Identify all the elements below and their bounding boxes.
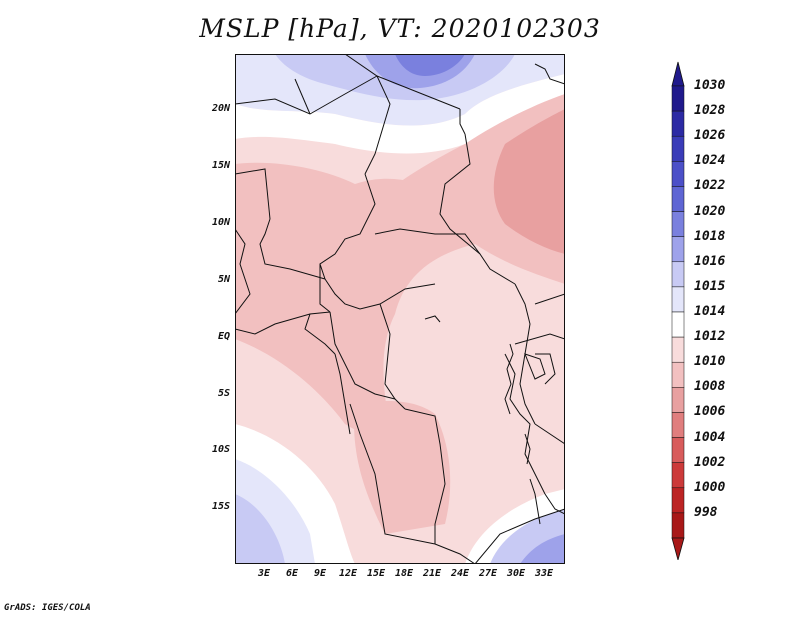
colorbar-label-1015: 1015	[694, 278, 726, 294]
colorbar-label-1012: 1012	[694, 329, 726, 345]
lon-label-30e: 30E	[506, 568, 526, 579]
lon-label-6e: 6E	[285, 568, 299, 579]
colorbar-label-1000: 1000	[694, 479, 726, 495]
colorbar-swatch-1018	[671, 236, 685, 263]
lon-label-33e: 33E	[534, 568, 554, 579]
southeast-high-core	[520, 534, 565, 564]
colorbar-swatch-1028	[671, 110, 685, 137]
colorbar-swatch-1015	[671, 286, 685, 313]
east-low-core	[493, 109, 565, 254]
lat-label-5n: 5N	[217, 274, 230, 285]
colorbar-swatch-1020	[671, 211, 685, 237]
colorbar-label-1020: 1020	[694, 203, 726, 219]
colorbar-swatch-1004	[671, 437, 685, 463]
lon-label-27e: 27E	[478, 568, 498, 579]
lon-label-9e: 9E	[313, 568, 327, 579]
colorbar-label-1018: 1018	[694, 228, 726, 244]
colorbar-label-1024: 1024	[694, 153, 726, 169]
colorbar-label-998: 998	[694, 504, 718, 520]
colorbar-label-1014: 1014	[694, 304, 726, 319]
colorbar-label-1008: 1008	[694, 379, 726, 395]
colorbar-label-1030: 1030	[694, 78, 726, 93]
colorbar-bottom-arrow	[671, 537, 685, 560]
colorbar-swatch-1002	[671, 462, 685, 489]
colorbar-swatch-1010	[671, 361, 685, 388]
lakes	[424, 315, 546, 525]
colorbar-swatch-1012	[671, 336, 685, 363]
colorbar-label-1010: 1010	[694, 354, 726, 370]
lon-label-18e: 18E	[394, 568, 414, 579]
east-light-patch	[435, 281, 565, 384]
colorbar-label-1028: 1028	[694, 103, 726, 119]
lon-label-12e: 12E	[338, 568, 358, 579]
colorbar-swatch-1006	[671, 412, 685, 438]
lat-label-15s: 15S	[211, 501, 230, 512]
lat-label-5s: 5S	[217, 388, 230, 399]
colorbar-swatch-1008	[671, 387, 685, 413]
colorbar-top-arrow	[671, 61, 685, 87]
colorbar-swatch-1024	[671, 161, 685, 187]
colorbar-label-1004: 1004	[694, 429, 726, 445]
colorbar	[671, 61, 685, 560]
colorbar-label-1002: 1002	[694, 454, 726, 470]
colorbar-label-1006: 1006	[694, 404, 726, 420]
lat-label-eq: EQ	[217, 331, 230, 342]
map-title: MSLP [hPa], VT: 2020102303	[199, 14, 601, 43]
colorbar-swatch-1030	[671, 85, 685, 112]
coastline	[235, 63, 565, 435]
north-white-band	[235, 74, 565, 154]
lat-label-10n: 10N	[211, 217, 230, 228]
colorbar-label-1022: 1022	[694, 178, 726, 194]
lon-label-15e: 15E	[366, 568, 386, 579]
credit-text: GrADS: IGES/COLA	[4, 603, 91, 613]
colorbar-swatch-1014	[671, 311, 685, 338]
south-interior-region	[354, 401, 451, 534]
map-frame	[235, 54, 565, 564]
country-borders	[235, 54, 565, 564]
lat-label-10s: 10S	[211, 444, 230, 455]
colorbar-swatch-1026	[671, 135, 685, 162]
lon-label-24e: 24E	[450, 568, 470, 579]
colorbar-swatch-1022	[671, 186, 685, 212]
lon-label-21e: 21E	[422, 568, 442, 579]
colorbar-swatch-998	[671, 512, 685, 539]
southwest-high-core	[235, 494, 285, 564]
lon-label-3e: 3E	[257, 568, 271, 579]
colorbar-swatch-1000	[671, 487, 685, 514]
lat-label-20n: 20N	[211, 103, 230, 114]
mslp-map	[235, 54, 565, 564]
colorbar-label-1016: 1016	[694, 253, 726, 269]
colorbar-label-1026: 1026	[694, 128, 726, 144]
north-high-peak	[395, 54, 465, 76]
colorbar-swatch-1016	[671, 261, 685, 288]
lat-label-15n: 15N	[211, 160, 230, 171]
